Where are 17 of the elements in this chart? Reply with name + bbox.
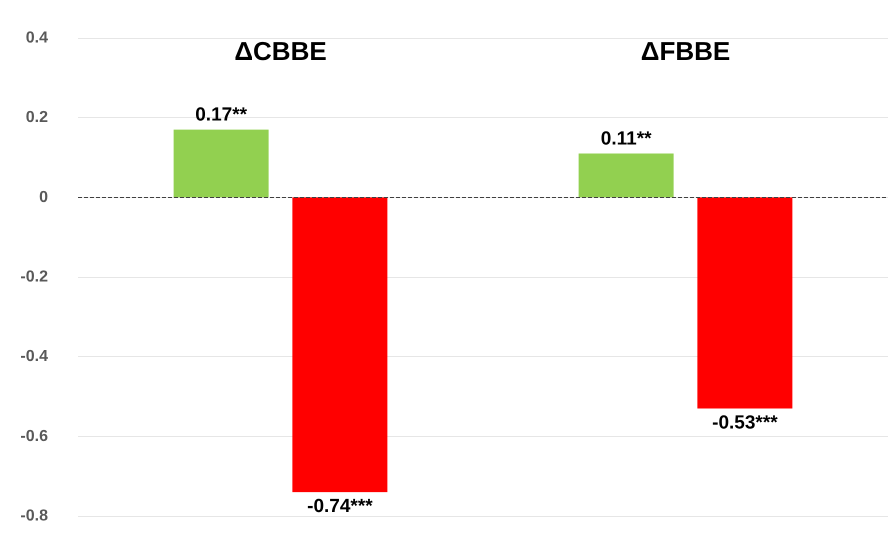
x-tick-label: ΔFBBE (640, 36, 730, 66)
bar (578, 154, 674, 198)
y-tick-label: -0.2 (20, 268, 48, 286)
y-tick-label: -0.8 (20, 508, 48, 524)
y-tick-label: 0.4 (26, 30, 48, 46)
data-label: -0.53*** (712, 412, 778, 434)
data-label: 0.17** (195, 104, 248, 126)
y-tick-label: -0.6 (20, 428, 48, 445)
bar (292, 197, 388, 492)
data-label: 0.11** (600, 128, 652, 150)
bar (697, 197, 792, 408)
bar (174, 130, 269, 198)
x-tick-label: ΔCBBE (234, 36, 327, 66)
data-label: -0.74*** (307, 496, 374, 518)
y-tick-label: 0.2 (26, 109, 48, 126)
y-tick-label: -0.4 (20, 348, 48, 366)
y-tick-label: 0 (39, 188, 48, 206)
